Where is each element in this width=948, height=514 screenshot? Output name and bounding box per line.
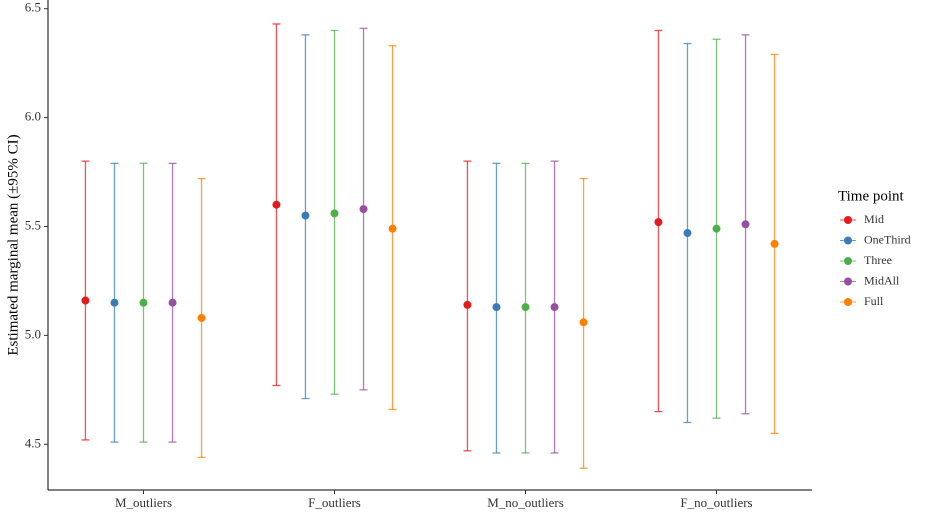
legend-marker <box>844 236 852 245</box>
legend-marker <box>844 257 852 265</box>
y-tick-label: 5.5 <box>25 217 41 232</box>
point <box>139 298 148 307</box>
legend-marker <box>844 277 852 286</box>
legend-label: Three <box>864 253 892 267</box>
legend-label: Mid <box>864 212 884 226</box>
y-axis-label: Estimated marginal mean (±95% CI) <box>5 134 21 355</box>
y-tick-label: 6.0 <box>25 109 41 124</box>
point <box>683 229 692 238</box>
point <box>712 224 721 233</box>
x-tick-label: M_no_outliers <box>487 495 564 510</box>
point <box>197 313 206 322</box>
y-tick-label: 6.5 <box>25 0 41 15</box>
point <box>741 220 750 229</box>
point <box>359 205 368 214</box>
point <box>654 218 663 227</box>
legend-label: OneThird <box>864 232 911 246</box>
point <box>550 303 559 312</box>
point <box>579 318 588 327</box>
legend-marker <box>844 216 852 224</box>
legend-title: Time point <box>838 188 905 204</box>
legend-label: MidAll <box>864 273 900 287</box>
y-tick-label: 5.0 <box>25 326 41 341</box>
point <box>521 303 530 312</box>
point <box>492 303 501 312</box>
point <box>330 209 339 218</box>
point <box>272 200 281 209</box>
point <box>168 298 177 307</box>
point <box>81 296 90 305</box>
legend-label: Full <box>864 294 884 308</box>
x-tick-label: F_outliers <box>308 495 361 510</box>
x-tick-label: F_no_outliers <box>680 495 752 510</box>
x-tick-label: M_outliers <box>115 495 172 510</box>
point <box>770 239 779 248</box>
point <box>301 211 310 220</box>
point <box>463 300 472 309</box>
legend-marker <box>844 298 852 306</box>
point <box>388 224 397 233</box>
point <box>110 298 119 307</box>
y-tick-label: 4.5 <box>25 435 41 450</box>
